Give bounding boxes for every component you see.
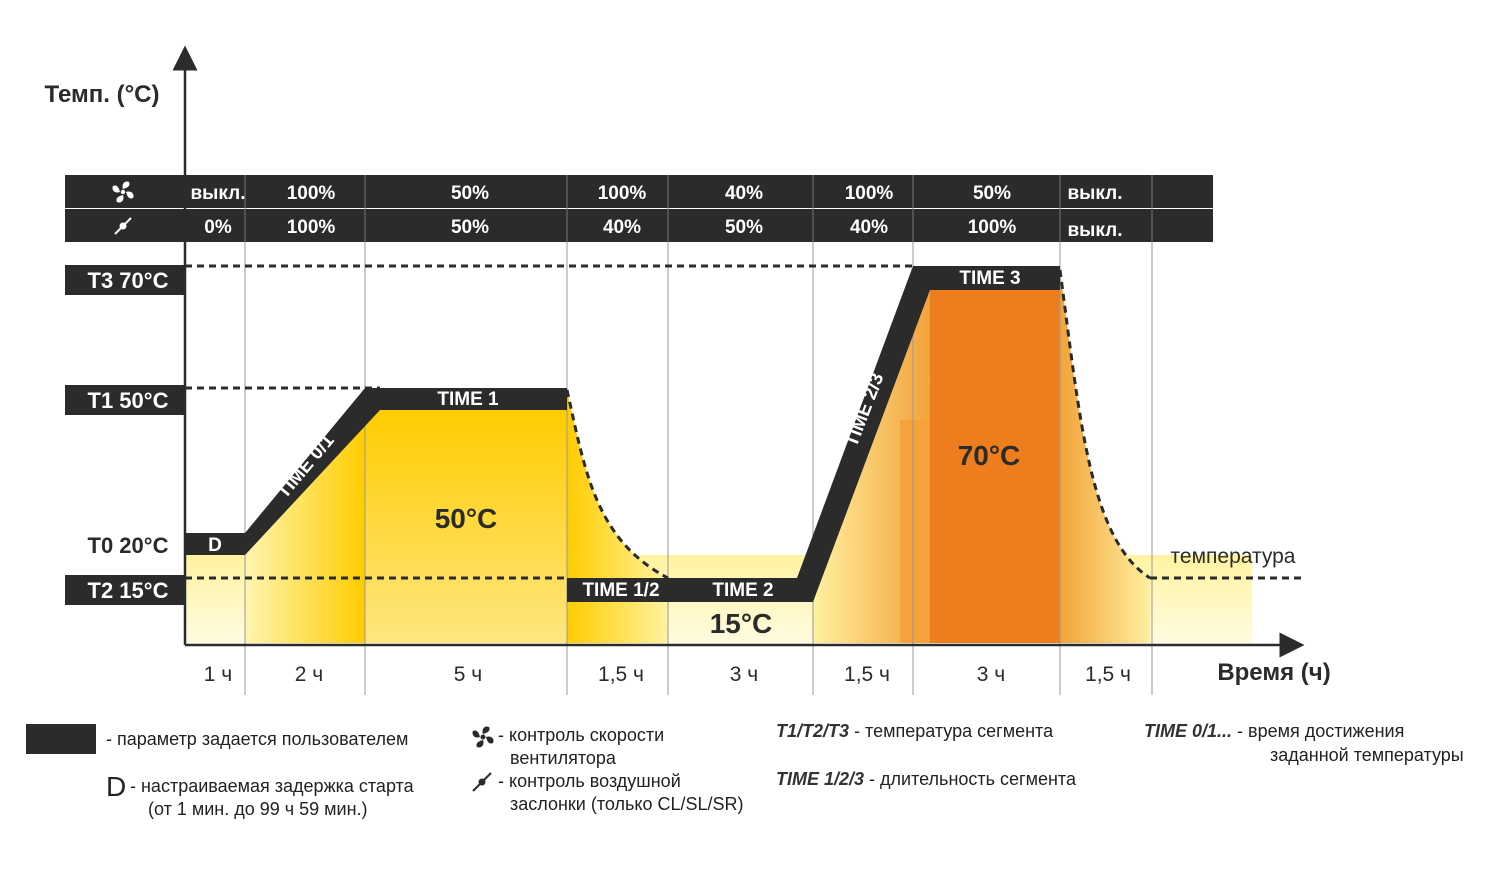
duration-row: 1 ч 2 ч 5 ч 1,5 ч 3 ч 1,5 ч 3 ч 1,5 ч xyxy=(204,663,1131,686)
fan-cell-0: выкл. xyxy=(191,183,246,204)
legend-fan-icon xyxy=(472,726,494,748)
level-t3: T3 70°C xyxy=(88,268,169,293)
duration-7: 1,5 ч xyxy=(1085,663,1131,686)
legend-time01: TIME 0/1... - время достижения xyxy=(1144,720,1404,742)
duration-2: 5 ч xyxy=(454,663,482,686)
fan-cell-2: 50% xyxy=(451,183,489,204)
duration-1: 2 ч xyxy=(295,663,323,686)
fan-row: выкл. 100% 50% 100% 40% 100% 50% выкл. xyxy=(191,183,1123,204)
level-box-t2 xyxy=(65,575,185,605)
damper-icon xyxy=(114,217,132,235)
legend-t-key: T1/T2/T3 xyxy=(776,721,850,741)
level-t0: T0 20°C xyxy=(88,533,169,558)
damper-row: 0% 100% 50% 40% 50% 40% 100% выкл. xyxy=(204,217,1122,241)
fan-cell-3: 100% xyxy=(598,183,647,204)
duration-3: 1,5 ч xyxy=(598,663,644,686)
legend-damper-icon xyxy=(472,772,492,792)
legend-time-text: - длительность сегмента xyxy=(869,769,1076,789)
legend-fan-line1: - контроль скорости xyxy=(498,725,665,745)
damper-cell-6: 100% xyxy=(968,217,1017,238)
duration-6: 3 ч xyxy=(977,663,1005,686)
profile-band-1 xyxy=(185,388,567,555)
y-axis-label: Темп. (°C) xyxy=(45,81,160,108)
zone-50: 50°C xyxy=(435,503,498,534)
segment-time3: TIME 3 xyxy=(959,268,1020,289)
zone-15: 15°C xyxy=(710,608,773,639)
hold3-fill xyxy=(930,290,1060,643)
damper-cell-4: 50% xyxy=(725,217,763,238)
segment-d: D xyxy=(208,535,222,556)
damper-cell-1: 100% xyxy=(287,217,336,238)
legend-time01-line2: заданной температуры xyxy=(1270,745,1464,765)
damper-cell-2: 50% xyxy=(451,217,489,238)
legend-t: T1/T2/T3 - температура сегмента xyxy=(776,720,1053,742)
duration-5: 1,5 ч xyxy=(844,663,890,686)
legend-swatch xyxy=(26,724,96,754)
hold1-fill xyxy=(365,410,567,643)
cool3-fill xyxy=(1060,270,1150,643)
damper-row-bg xyxy=(65,209,1213,242)
ramp01-fill xyxy=(245,410,365,643)
legend-damper-line2: заслонки (только CL/SL/SR) xyxy=(510,794,744,814)
level-box-t1 xyxy=(65,385,185,415)
legend-time-key: TIME 1/2/3 xyxy=(776,769,865,789)
level-lines xyxy=(185,264,1305,580)
legend-d-line1: - настраиваемая задержка старта xyxy=(130,776,414,796)
level-t1: T1 50°C xyxy=(88,388,169,413)
legend-time01-line1: - время достижения xyxy=(1237,721,1405,741)
fan-cell-1: 100% xyxy=(287,183,336,204)
damper-cell-7: выкл. xyxy=(1068,220,1123,241)
level-box-t3 xyxy=(65,265,185,295)
cool12-fill xyxy=(567,390,668,643)
legend-fan-line2: вентилятора xyxy=(510,748,616,768)
fan-cell-6: 50% xyxy=(973,183,1011,204)
fan-cell-7: выкл. xyxy=(1068,183,1123,204)
legend-time: TIME 1/2/3 - длительность сегмента xyxy=(776,768,1076,790)
grid-columns xyxy=(244,175,1153,695)
fan-icon xyxy=(112,181,134,203)
profile-band-3 xyxy=(797,266,1060,602)
segment-time2: TIME 2 xyxy=(712,580,773,601)
legend-d-letter: D xyxy=(106,771,127,802)
level-t2: T2 15°C xyxy=(88,578,169,603)
profile-band-2 xyxy=(567,578,813,602)
fan-cell-5: 100% xyxy=(845,183,894,204)
fan-cell-4: 40% xyxy=(725,183,763,204)
hold3-glow xyxy=(900,420,930,643)
duration-0: 1 ч xyxy=(204,663,232,686)
segment-time12: TIME 1/2 xyxy=(582,580,659,601)
curve-label: температура xyxy=(1171,545,1296,568)
legend-damper-line1: - контроль воздушной xyxy=(498,771,681,791)
legend-time01-key: TIME 0/1... xyxy=(1144,721,1233,741)
duration-4: 3 ч xyxy=(730,663,758,686)
zone-70: 70°C xyxy=(958,440,1021,471)
fan-row-bg xyxy=(65,175,1213,208)
legend-t-text: - температура сегмента xyxy=(854,721,1054,741)
damper-cell-0: 0% xyxy=(204,217,232,238)
legend-d-line2: (от 1 мин. до 99 ч 59 мин.) xyxy=(148,799,368,819)
damper-cell-5: 40% xyxy=(850,217,888,238)
damper-cell-3: 40% xyxy=(603,217,641,238)
segment-time1: TIME 1 xyxy=(437,389,499,410)
x-axis-label: Время (ч) xyxy=(1217,659,1330,686)
legend-user-param: - параметр задается пользователем xyxy=(106,729,409,749)
